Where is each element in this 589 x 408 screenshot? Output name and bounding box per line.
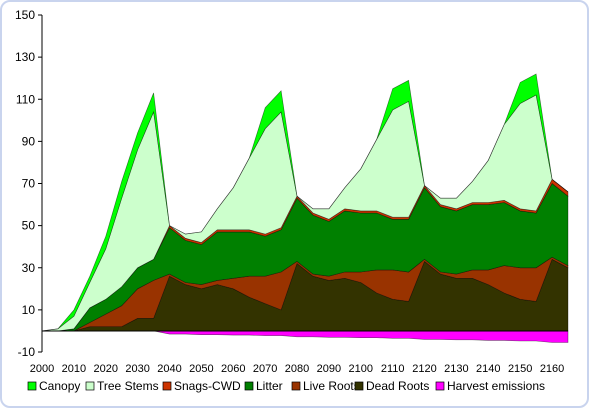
legend-label-live-roots: Live Roots — [303, 379, 360, 393]
x-tick-label: 2030 — [125, 363, 149, 375]
legend-label-canopy: Canopy — [39, 379, 80, 393]
y-tick-label: 70 — [22, 177, 36, 191]
legend: Canopy Tree Stems Snags-CWD Litter Live Root… — [27, 379, 545, 393]
y-tick-label: 90 — [22, 134, 36, 148]
y-tick-label: 10 — [22, 303, 36, 317]
x-tick-label: 2060 — [221, 363, 245, 375]
y-tick-label: -10 — [18, 345, 36, 359]
legend-label-dead-roots: Dead Roots — [366, 379, 429, 393]
x-tick-labels: 2000 2010 2020 2030 2040 2050 2060 2070 2080 2090… — [30, 363, 565, 375]
x-tick-label: 2160 — [540, 363, 564, 375]
legend-swatch-live-roots — [291, 381, 301, 391]
x-tick-label: 2090 — [317, 363, 341, 375]
legend-label-snags-cwd: Snags-CWD — [174, 379, 241, 393]
x-tick-label: 2080 — [285, 363, 309, 375]
x-tick-label: 2050 — [189, 363, 213, 375]
legend-label-harvest-emissions: Harvest emissions — [447, 379, 545, 393]
x-tick-label: 2070 — [253, 363, 277, 375]
x-tick-label: 2110 — [381, 363, 405, 375]
x-tick-label: 2010 — [62, 363, 86, 375]
legend-swatch-canopy — [27, 381, 37, 391]
y-tick-label: 50 — [22, 219, 36, 233]
y-tick-label: 30 — [22, 261, 36, 275]
legend-swatch-tree-stems — [85, 381, 95, 391]
x-tick-label: 2000 — [30, 363, 54, 375]
legend-swatch-dead-roots — [354, 381, 364, 391]
y-tick-labels: -10 10 30 50 70 90 110 130 150 — [15, 8, 42, 359]
y-tick-label: 130 — [15, 50, 35, 64]
y-tick-label: 110 — [16, 92, 35, 106]
x-tick-label: 2040 — [157, 363, 181, 375]
legend-label-litter: Litter — [256, 379, 283, 393]
x-tick-label: 2130 — [444, 363, 468, 375]
x-tick-label: 2020 — [94, 363, 118, 375]
x-tick-label: 2150 — [508, 363, 532, 375]
legend-swatch-snags-cwd — [162, 381, 172, 391]
legend-label-tree-stems: Tree Stems — [97, 379, 159, 393]
x-tick-label: 2120 — [412, 363, 436, 375]
x-tick-label: 2100 — [349, 363, 373, 375]
legend-swatch-litter — [244, 381, 254, 391]
area-canopy — [41, 73, 569, 332]
area-harvest-emissions — [42, 330, 569, 343]
x-tick-label: 2140 — [476, 363, 500, 375]
y-tick-label: 150 — [15, 8, 35, 22]
area-layers — [41, 73, 569, 343]
legend-swatch-harvest-emissions — [435, 381, 445, 391]
